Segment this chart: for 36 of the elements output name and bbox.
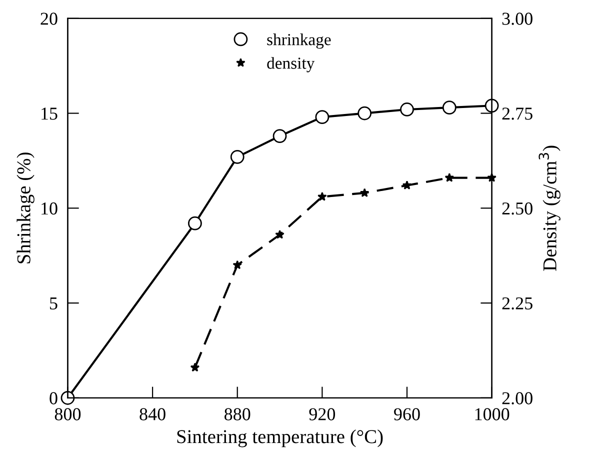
y2-tick-label: 2.25 [502,297,532,310]
y2-tick-label: 2.00 [502,392,532,404]
y2-axis-title: Density (g/cm$^{3}$) [538,146,560,271]
y2-tick-label: 2.50 [502,202,532,215]
point [272,129,287,143]
point [315,110,330,124]
y2-tick-label: 2.75 [502,108,532,120]
point [402,180,412,190]
point [232,260,242,270]
point [442,100,456,115]
x-tick-label: 840 [140,408,166,420]
x-tick-label: 880 [224,408,250,420]
x-tick-label: 1000 [475,408,510,420]
x-tick-label: 800 [54,408,81,420]
y2-tick-label: 3.00 [502,12,532,25]
point [188,216,202,230]
point [318,192,327,201]
point [358,106,372,120]
x-axis-title: Sintering temperature (°C) [177,430,383,448]
point [190,362,200,372]
legend-label: shrinkage [267,34,331,49]
y-tick-label: 10 [42,202,58,215]
y-tick-label: 5 [50,297,58,310]
point [484,98,499,113]
y-tick-label: 20 [40,12,58,25]
y-tick-label: 15 [42,108,58,120]
x-tick-label: 960 [394,408,420,420]
point [360,188,370,198]
y-tick-label: 0 [50,392,58,404]
y-axis-title: Shrinkage (%) [16,152,34,264]
point [400,102,414,116]
point [230,150,244,164]
point [444,172,454,182]
point [275,230,284,239]
x-tick-label: 920 [309,408,336,420]
legend-label: density [267,57,315,72]
